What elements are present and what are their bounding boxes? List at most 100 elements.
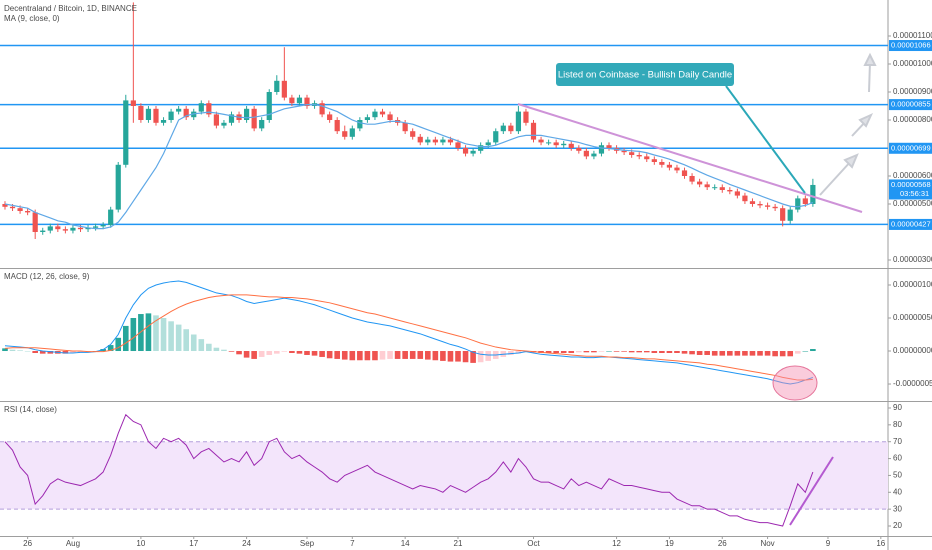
histogram-bar xyxy=(198,339,205,352)
histogram-bar xyxy=(515,351,522,354)
candle-body xyxy=(719,187,725,190)
histogram-bar xyxy=(591,351,597,353)
histogram-bar xyxy=(598,351,605,352)
histogram-bar xyxy=(107,345,114,352)
candle-body xyxy=(508,125,514,132)
candle-body xyxy=(772,206,778,209)
histogram-bar xyxy=(425,351,431,360)
y-tick-label: 0.00000000 xyxy=(893,346,932,355)
y-tick-label: 40 xyxy=(893,487,902,496)
x-tick-label: Oct xyxy=(527,539,540,548)
candle-body xyxy=(485,142,491,146)
trend-line xyxy=(517,103,863,213)
y-tick-label: 70 xyxy=(893,437,902,446)
candle-body xyxy=(296,97,303,104)
candle-body xyxy=(251,108,257,129)
histogram-bar xyxy=(296,351,303,354)
level-label-box xyxy=(889,99,932,111)
candle-body xyxy=(802,198,808,204)
candle-body xyxy=(334,120,340,132)
candle-body xyxy=(115,164,121,210)
arrow xyxy=(868,61,871,93)
x-tick-label: Aug xyxy=(66,539,80,548)
histogram-bar xyxy=(734,351,741,356)
x-tick-label: 12 xyxy=(612,539,621,548)
y-tick-label: 0.00000600 xyxy=(893,171,932,180)
histogram-bar xyxy=(258,351,265,357)
x-tick-label: 14 xyxy=(401,539,410,548)
histogram-bar xyxy=(341,351,348,360)
histogram-bar xyxy=(643,351,650,353)
x-tick-label: Sep xyxy=(300,539,315,548)
candle-body xyxy=(470,150,476,154)
candle-body xyxy=(681,170,688,176)
chart-title: Decentraland / Bitcoin, 1D, BINANCE xyxy=(4,4,137,13)
candle-body xyxy=(515,111,522,132)
candle-body xyxy=(138,106,144,121)
candle-body xyxy=(493,131,499,143)
histogram-bar xyxy=(394,351,401,359)
histogram-bar xyxy=(183,329,189,352)
histogram-bar xyxy=(666,351,673,353)
line xyxy=(4,280,814,385)
candle-body xyxy=(364,117,371,121)
histogram-bar xyxy=(122,325,129,352)
candle-body xyxy=(168,111,174,121)
candle-body xyxy=(553,142,559,146)
histogram-bar xyxy=(2,348,8,352)
histogram-bar xyxy=(190,334,197,352)
arrow-head xyxy=(863,52,877,66)
rsi-trend-line xyxy=(789,456,834,526)
y-tick-label: 30 xyxy=(893,504,902,513)
histogram-bar xyxy=(251,351,257,359)
histogram-bar xyxy=(719,351,726,356)
x-tick-label: 9 xyxy=(826,539,831,548)
candle-body xyxy=(17,208,23,211)
histogram-bar xyxy=(153,315,159,352)
y-tick-label: 0.00000900 xyxy=(893,87,932,96)
histogram-bar xyxy=(440,351,446,361)
histogram-bar xyxy=(213,347,220,352)
candle-body xyxy=(160,120,167,123)
candle-body xyxy=(327,114,333,121)
histogram-bar xyxy=(70,351,76,353)
candle-body xyxy=(478,145,484,151)
histogram-bar xyxy=(32,351,38,353)
y-tick-label: 20 xyxy=(893,521,902,530)
histogram-bar xyxy=(553,351,559,353)
candle-body xyxy=(319,103,325,115)
histogram-bar xyxy=(357,351,363,361)
candle-body xyxy=(206,103,212,115)
callout-box xyxy=(556,63,734,86)
candle-body xyxy=(447,139,454,143)
candle-body xyxy=(432,139,438,143)
candle-body xyxy=(62,229,68,231)
histogram-bar xyxy=(372,351,378,361)
histogram-bar xyxy=(62,351,69,354)
rsi-band xyxy=(0,441,888,510)
candle-body xyxy=(576,147,582,151)
candle-body xyxy=(266,92,272,121)
histogram-bar xyxy=(447,351,454,362)
candle-body xyxy=(749,201,756,204)
candle-body xyxy=(644,156,650,160)
candle-body xyxy=(108,209,114,225)
candle-body xyxy=(289,97,295,104)
projection-arrows xyxy=(819,52,877,196)
arrow-head xyxy=(843,153,859,169)
y-tick-label: 0.00000500 xyxy=(893,199,932,208)
candle-body xyxy=(228,114,235,123)
candle-body xyxy=(546,142,552,144)
candle-body xyxy=(221,122,227,126)
histogram-bar xyxy=(727,351,733,356)
x-tick-label: Nov xyxy=(760,539,774,548)
histogram-bar xyxy=(236,351,242,355)
candle-body xyxy=(440,139,446,143)
x-tick-label: 21 xyxy=(454,539,463,548)
y-tick-label: 0.00000100 xyxy=(893,280,932,289)
callout-pointer xyxy=(725,85,806,194)
candle-body xyxy=(70,227,76,231)
histogram-bar xyxy=(9,349,16,352)
